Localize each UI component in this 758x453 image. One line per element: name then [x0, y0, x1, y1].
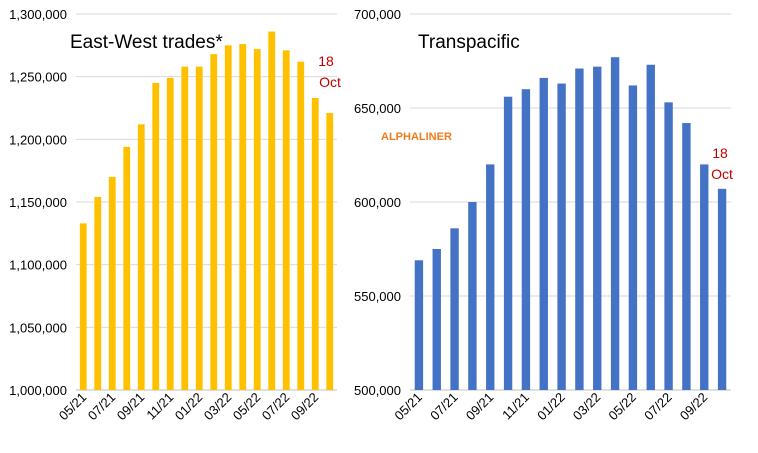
- transpacific-bar-06-21: [432, 249, 441, 390]
- east-west-y-tick-label: 1,200,000: [9, 132, 67, 147]
- east-west-y-tick-label: 1,050,000: [9, 320, 67, 335]
- east-west-bar-04-22: [239, 44, 247, 391]
- east-west-y-tick-label: 1,300,000: [9, 7, 67, 22]
- transpacific-bar-11-21: [521, 89, 531, 390]
- east-west-title: East-West trades*: [70, 32, 223, 53]
- east-west-x-tick-label: 05/22: [230, 390, 264, 424]
- east-west-bar-12-21: [181, 66, 189, 390]
- east-west-bar-02-22: [210, 54, 218, 391]
- east-west-x-tick-label: 01/22: [172, 390, 206, 424]
- transpacific-bar-12-21: [539, 77, 548, 391]
- transpacific-y-tick-label: 700,000: [354, 7, 401, 22]
- alphaliner-watermark: ALPHALINER: [381, 131, 452, 143]
- transpacific-y-tick-label: 600,000: [354, 195, 401, 210]
- transpacific-bar-02-22: [575, 68, 584, 391]
- east-west-bar-01-22: [195, 66, 203, 390]
- east-west-bar-10-22: [326, 113, 334, 390]
- transpacific-bar-08-22: [682, 123, 691, 390]
- transpacific-y-tick-label: 650,000: [354, 101, 401, 116]
- transpacific-y-tick-label: 550,000: [354, 289, 401, 304]
- east-west-bar-09-22: [311, 97, 319, 391]
- transpacific-bar-03-22: [593, 66, 602, 390]
- east-west-x-tick-label: 07/21: [85, 390, 119, 424]
- transpacific-bar-05-21: [414, 260, 424, 390]
- east-west-bar-06-22: [268, 31, 276, 391]
- east-west-bar-09-21: [137, 124, 145, 390]
- transpacific-annotation-day: 18: [712, 145, 728, 161]
- east-west-chart: 1,000,000 1,050,000 1,100,000 1,150,000 1,20…: [9, 7, 337, 423]
- east-west-annotation-day: 18: [318, 53, 334, 69]
- transpacific-x-tick-label: 01/22: [534, 390, 568, 424]
- east-west-y-tick-label: 1,150,000: [9, 195, 67, 210]
- transpacific-y-tick-label: 500,000: [354, 383, 401, 398]
- transpacific-x-tick-label: 11/21: [499, 390, 532, 423]
- transpacific-x-tick-label: 05/22: [605, 390, 639, 424]
- transpacific-x-tick-label: 03/22: [570, 390, 604, 424]
- east-west-bar-05-22: [253, 49, 261, 391]
- transpacific-bar-09-21: [486, 164, 495, 390]
- east-west-x-tick-label: 09/22: [288, 390, 322, 424]
- transpacific-x-tick-label: 07/22: [641, 390, 675, 424]
- east-west-y-tick-label: 1,100,000: [9, 258, 67, 273]
- transpacific-bar-07-21: [450, 228, 459, 390]
- east-west-annotation-month: Oct: [319, 74, 341, 90]
- transpacific-bar-05-22: [628, 85, 638, 390]
- east-west-x-tick-label: 03/22: [201, 390, 235, 424]
- east-west-bar-10-21: [152, 82, 160, 390]
- east-west-bar-05-21: [79, 223, 87, 390]
- transpacific-chart: 500,000550,000600,000650,000700,00005/21…: [354, 7, 731, 423]
- transpacific-bar-10-21: [503, 96, 513, 390]
- east-west-bar-03-22: [224, 45, 232, 390]
- east-west-bar-07-22: [282, 50, 290, 390]
- east-west-bar-06-21: [94, 196, 102, 390]
- transpacific-bar-07-22: [664, 102, 673, 391]
- east-west-bar-07-21: [108, 176, 116, 390]
- transpacific-bar-04-22: [610, 57, 620, 391]
- east-west-x-tick-label: 09/21: [114, 390, 148, 424]
- transpacific-x-tick-label: 09/22: [677, 390, 711, 424]
- east-west-y-tick-label: 1,000,000: [9, 383, 67, 398]
- transpacific-x-tick-label: 07/21: [427, 390, 461, 424]
- transpacific-bar-10-22: [717, 188, 727, 390]
- transpacific-title: Transpacific: [418, 32, 520, 53]
- east-west-bar-08-21: [123, 146, 131, 390]
- transpacific-x-tick-label: 09/21: [463, 390, 497, 424]
- east-west-bar-11-21: [166, 77, 174, 391]
- east-west-x-tick-label: 11/21: [143, 390, 176, 423]
- transpacific-annotation-month: Oct: [711, 166, 733, 182]
- east-west-y-tick-label: 1,250,000: [9, 70, 67, 85]
- transpacific-bar-06-22: [646, 64, 655, 390]
- transpacific-bar-08-21: [468, 202, 477, 390]
- transpacific-bar-01-22: [557, 83, 566, 390]
- east-west-x-tick-label: 07/22: [259, 390, 293, 424]
- east-west-bar-08-22: [297, 61, 305, 390]
- transpacific-bar-09-22: [700, 164, 709, 390]
